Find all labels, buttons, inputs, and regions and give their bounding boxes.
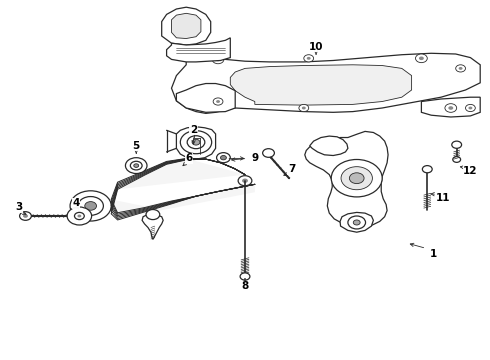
Text: 5: 5 <box>133 141 140 151</box>
Circle shape <box>212 55 224 64</box>
Circle shape <box>422 166 432 173</box>
Circle shape <box>74 212 84 220</box>
Polygon shape <box>172 53 480 113</box>
Circle shape <box>238 176 252 186</box>
Polygon shape <box>176 84 235 112</box>
Polygon shape <box>167 38 230 62</box>
Polygon shape <box>162 7 211 45</box>
Text: 11: 11 <box>436 193 451 203</box>
Circle shape <box>130 161 142 170</box>
Circle shape <box>216 58 220 61</box>
Circle shape <box>307 57 311 60</box>
Circle shape <box>23 214 28 218</box>
Circle shape <box>353 220 360 225</box>
Circle shape <box>125 158 147 174</box>
Circle shape <box>263 149 274 157</box>
Circle shape <box>187 136 205 149</box>
Circle shape <box>453 157 461 162</box>
Circle shape <box>134 164 139 167</box>
Text: 7: 7 <box>288 164 295 174</box>
Polygon shape <box>172 13 201 39</box>
Polygon shape <box>230 65 412 105</box>
Circle shape <box>341 167 372 190</box>
Circle shape <box>445 104 457 112</box>
Circle shape <box>213 98 223 105</box>
Text: 10: 10 <box>309 42 323 52</box>
Circle shape <box>304 55 314 62</box>
Polygon shape <box>340 212 373 232</box>
Polygon shape <box>421 97 480 117</box>
Polygon shape <box>111 158 245 214</box>
Circle shape <box>299 104 309 112</box>
Circle shape <box>77 215 81 217</box>
Text: 8: 8 <box>242 281 248 291</box>
Polygon shape <box>111 184 255 214</box>
Polygon shape <box>176 127 216 159</box>
Circle shape <box>146 210 160 220</box>
Circle shape <box>67 207 92 225</box>
Circle shape <box>192 139 200 145</box>
Circle shape <box>85 202 97 210</box>
Polygon shape <box>310 136 348 156</box>
Circle shape <box>20 212 31 220</box>
Text: 9: 9 <box>251 153 258 163</box>
Text: 6: 6 <box>185 153 192 163</box>
Text: 2: 2 <box>190 125 197 135</box>
Circle shape <box>220 156 226 160</box>
Text: 12: 12 <box>463 166 478 176</box>
Circle shape <box>452 141 462 148</box>
Text: 3: 3 <box>15 202 22 212</box>
Circle shape <box>349 173 364 184</box>
Circle shape <box>456 65 466 72</box>
Circle shape <box>70 191 111 221</box>
Circle shape <box>448 106 453 110</box>
Text: 4: 4 <box>72 198 80 208</box>
Circle shape <box>242 179 248 183</box>
Circle shape <box>348 216 366 229</box>
Circle shape <box>419 57 424 60</box>
Polygon shape <box>305 131 388 227</box>
Circle shape <box>459 67 463 70</box>
Circle shape <box>331 159 382 197</box>
Circle shape <box>216 100 220 103</box>
Circle shape <box>217 153 230 163</box>
Circle shape <box>240 273 250 280</box>
Circle shape <box>416 54 427 63</box>
Circle shape <box>466 104 475 112</box>
Circle shape <box>468 107 472 109</box>
Circle shape <box>180 131 212 154</box>
Polygon shape <box>142 215 163 239</box>
Circle shape <box>302 107 306 109</box>
Text: 1: 1 <box>430 249 437 259</box>
Circle shape <box>78 197 103 215</box>
